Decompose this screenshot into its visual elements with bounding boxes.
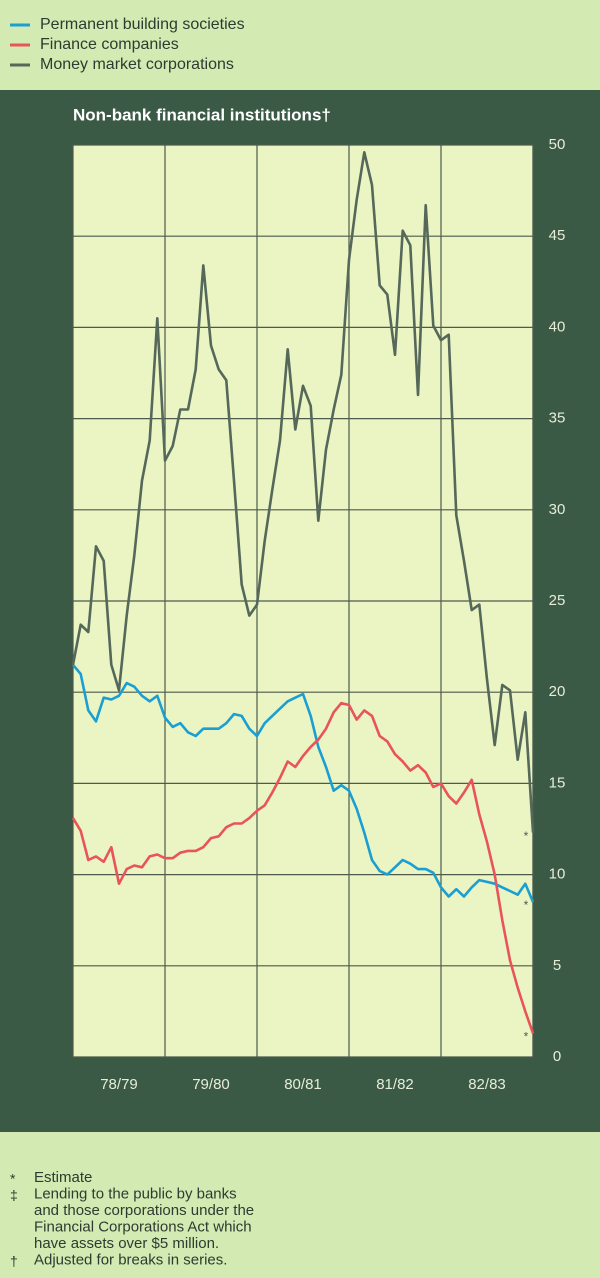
note-text: have assets over $5 million. [34, 1235, 219, 1252]
x-tick-label: 78/79 [100, 1076, 138, 1093]
end-label: * [524, 898, 529, 912]
x-tick-label: 82/83 [468, 1076, 506, 1093]
y-tick-label: 20 [549, 683, 566, 700]
y-tick-label: 0 [553, 1048, 561, 1065]
y-tick-label: 45 [549, 227, 566, 244]
chart-title: Non-bank financial institutions† [73, 105, 331, 124]
note-text: and those corporations under the [34, 1202, 254, 1219]
series-line [72, 663, 535, 903]
note-text: Adjusted for breaks in series. [34, 1251, 227, 1268]
legend-label: Finance companies [40, 36, 179, 53]
note-text: Financial Corporations Act which [34, 1218, 252, 1235]
series-line [71, 701, 535, 1034]
note-symbol: * [10, 1171, 16, 1187]
y-tick-label: 5 [553, 957, 561, 974]
note-symbol: † [10, 1253, 18, 1269]
note-symbol: ‡ [10, 1187, 18, 1203]
legend-label: Money market corporations [40, 56, 234, 73]
series-line [71, 151, 535, 833]
y-tick-label: 15 [549, 774, 566, 791]
y-tick-label: 35 [549, 410, 566, 427]
y-tick-label: 25 [549, 592, 566, 609]
y-tick-label: 50 [549, 136, 566, 153]
note-text: Estimate [34, 1169, 92, 1186]
end-label: * [524, 1029, 529, 1043]
end-label: * [524, 829, 529, 843]
y-tick-label: 30 [549, 501, 566, 518]
legend-label: Permanent building societies [40, 16, 245, 33]
x-tick-label: 81/82 [376, 1076, 414, 1093]
y-tick-label: 10 [549, 866, 566, 883]
note-text: Lending to the public by banks [34, 1185, 237, 1202]
x-tick-label: 80/81 [284, 1076, 322, 1093]
x-tick-label: 79/80 [192, 1076, 230, 1093]
y-tick-label: 40 [549, 318, 566, 335]
